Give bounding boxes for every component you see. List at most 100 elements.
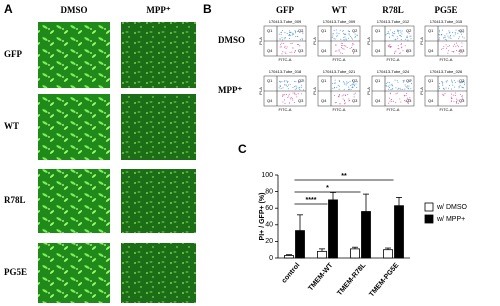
event-dot <box>446 80 448 82</box>
event-dot <box>294 52 296 54</box>
event-dot <box>398 48 400 50</box>
event-dot <box>387 85 389 87</box>
event-dot <box>385 85 387 87</box>
event-dot <box>348 33 350 35</box>
axis-label: FITC-A <box>387 107 400 112</box>
event-dot <box>278 87 280 89</box>
event-dot <box>448 50 450 52</box>
event-dot <box>399 87 401 89</box>
event-dot <box>438 39 440 41</box>
event-dot <box>298 80 300 82</box>
event-dot <box>400 36 402 38</box>
event-dot <box>331 37 333 39</box>
event-dot <box>342 44 344 46</box>
significance-label: **** <box>306 197 317 204</box>
event-dot <box>451 88 453 90</box>
quadrant-label: Q4 <box>375 48 381 53</box>
axis-label: PI-A <box>366 87 371 95</box>
event-dot <box>353 48 355 50</box>
tube-label: 170413-Tube_021 <box>323 69 356 74</box>
event-dot <box>446 33 448 35</box>
event-dot <box>346 82 348 84</box>
event-dot <box>438 37 440 39</box>
event-dot <box>447 52 449 54</box>
event-dot <box>282 101 284 103</box>
event-dot <box>335 29 337 31</box>
event-dot <box>340 52 342 54</box>
event-dot <box>334 79 336 81</box>
event-dot <box>387 81 389 83</box>
event-dot <box>443 88 445 90</box>
event-dot <box>401 47 403 49</box>
event-dot <box>452 31 454 33</box>
event-dot <box>290 31 292 33</box>
event-dot <box>344 36 346 38</box>
event-dot <box>455 100 457 102</box>
event-dot <box>391 31 393 33</box>
event-dot <box>397 45 399 47</box>
micrograph <box>121 22 196 88</box>
event-dot <box>344 45 346 47</box>
event-dot <box>284 80 286 82</box>
event-dot <box>451 98 453 100</box>
event-dot <box>448 32 450 34</box>
event-dot <box>295 35 297 37</box>
axis-label: PI-A <box>419 87 424 95</box>
column-label: MPP⁺ <box>146 5 170 15</box>
event-dot <box>333 38 335 40</box>
row-label: DMSO <box>218 35 245 45</box>
event-dot <box>443 46 445 48</box>
bar <box>350 248 360 259</box>
event-dot <box>438 34 440 36</box>
event-dot <box>284 102 286 104</box>
event-dot <box>407 97 409 99</box>
event-dot <box>400 31 402 33</box>
panel-label: C <box>238 142 247 156</box>
event-dot <box>407 49 409 51</box>
event-dot <box>282 94 284 96</box>
bar <box>394 205 404 259</box>
event-dot <box>460 82 462 84</box>
event-dot <box>399 34 401 36</box>
event-dot <box>339 29 341 31</box>
event-dot <box>349 31 351 33</box>
event-dot <box>454 81 456 83</box>
legend-swatch <box>424 202 434 212</box>
event-dot <box>461 96 463 98</box>
quadrant-label: Q3 <box>406 98 412 103</box>
event-dot <box>442 37 444 39</box>
event-dot <box>399 30 401 32</box>
event-dot <box>288 93 290 95</box>
quadrant-label: Q3 <box>298 48 304 53</box>
event-dot <box>463 82 465 84</box>
event-dot <box>458 87 460 89</box>
event-dot <box>461 95 463 97</box>
event-dot <box>393 31 395 33</box>
event-dot <box>338 33 340 35</box>
event-dot <box>396 36 398 38</box>
event-dot <box>282 51 284 53</box>
event-dot <box>397 88 399 90</box>
event-dot <box>389 93 391 95</box>
event-dot <box>353 82 355 84</box>
event-dot <box>332 35 334 37</box>
event-dot <box>297 93 299 95</box>
event-dot <box>387 45 389 47</box>
event-dot <box>286 33 288 35</box>
event-dot <box>291 98 293 100</box>
event-dot <box>288 95 290 97</box>
event-dot <box>439 88 441 90</box>
event-dot <box>356 87 358 89</box>
quadrant-label: Q3 <box>406 48 412 53</box>
event-dot <box>385 82 387 84</box>
event-dot <box>460 30 462 32</box>
event-dot <box>356 81 358 83</box>
event-dot <box>448 84 450 86</box>
event-dot <box>448 37 450 39</box>
event-dot <box>406 35 408 37</box>
quadrant-label: Q1 <box>321 78 327 83</box>
event-dot <box>296 86 298 88</box>
event-dot <box>355 83 357 85</box>
event-dot <box>344 103 346 105</box>
event-dot <box>338 79 340 81</box>
